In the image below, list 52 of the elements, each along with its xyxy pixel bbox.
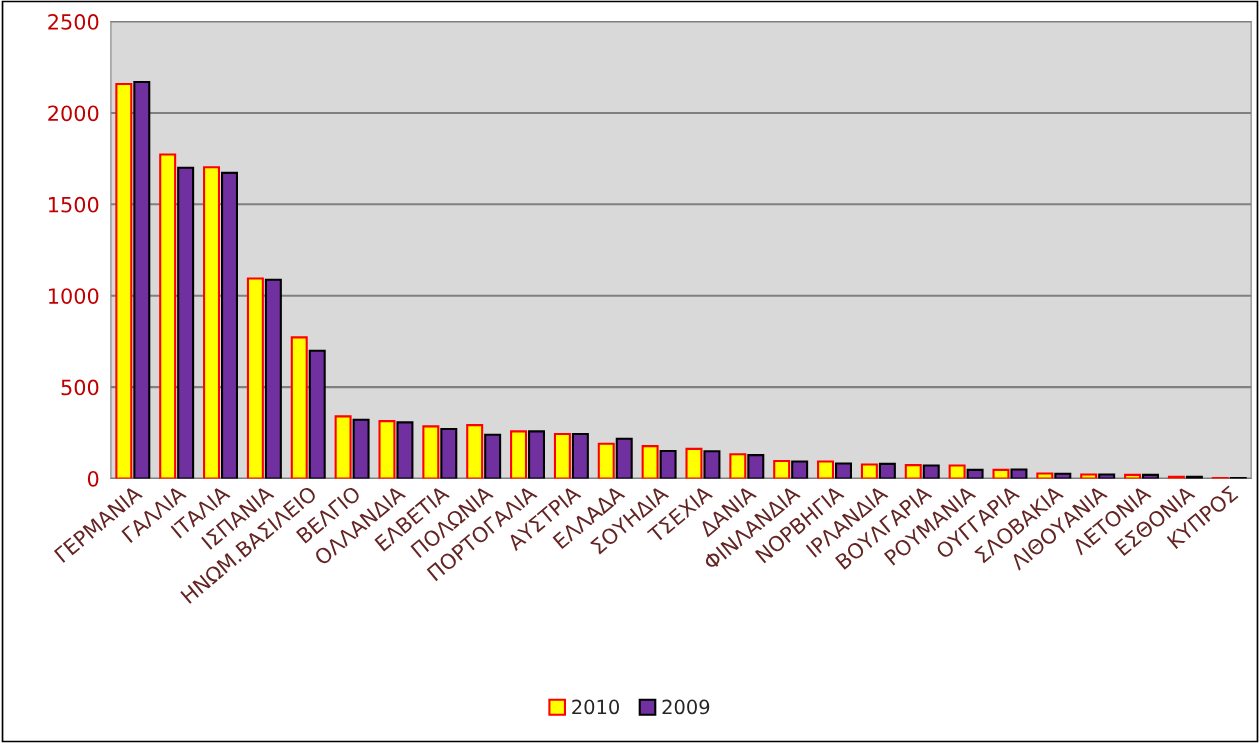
bar — [221, 171, 239, 479]
bar — [510, 430, 528, 479]
bar — [878, 462, 896, 479]
y-tick-label: 0 — [87, 470, 99, 487]
bar — [290, 336, 308, 479]
bar — [177, 166, 195, 479]
bar — [641, 445, 659, 479]
bar — [396, 421, 414, 479]
bar — [115, 83, 133, 479]
y-tick-label: 2500 — [48, 14, 99, 30]
bar — [133, 81, 151, 479]
bar — [264, 278, 282, 479]
bar — [703, 450, 721, 479]
bar — [615, 437, 633, 479]
bar — [334, 415, 352, 479]
bar — [159, 153, 177, 479]
bar — [308, 349, 326, 479]
bar — [352, 418, 370, 479]
bar — [948, 464, 966, 479]
bar — [422, 425, 440, 479]
bar — [1010, 468, 1028, 479]
legend-label: 2009 — [662, 699, 710, 715]
bar — [528, 430, 546, 479]
bar — [922, 464, 940, 479]
bar — [791, 460, 809, 479]
bar — [817, 460, 835, 479]
bar — [966, 468, 984, 479]
bar — [440, 427, 458, 479]
legend-label: 2010 — [572, 699, 619, 715]
y-tick-label: 1000 — [49, 288, 99, 304]
bar — [203, 166, 221, 479]
bar — [1098, 473, 1116, 479]
bar — [553, 433, 571, 479]
y-tick-label: 500 — [61, 379, 99, 396]
bar — [747, 454, 765, 479]
bar — [466, 424, 484, 479]
bar — [571, 433, 589, 479]
bar — [860, 463, 878, 479]
bar — [659, 450, 677, 479]
bar — [904, 464, 922, 479]
y-tick-label: 2000 — [48, 105, 99, 122]
bar — [378, 420, 396, 479]
bar — [1080, 473, 1098, 479]
y-tick-label: 1500 — [49, 196, 99, 213]
bar — [773, 459, 791, 479]
bar — [685, 447, 703, 479]
bar — [484, 433, 502, 479]
bar — [729, 453, 747, 479]
bar — [597, 442, 615, 479]
bar — [992, 468, 1010, 479]
bar — [246, 277, 264, 479]
bar — [835, 462, 853, 479]
